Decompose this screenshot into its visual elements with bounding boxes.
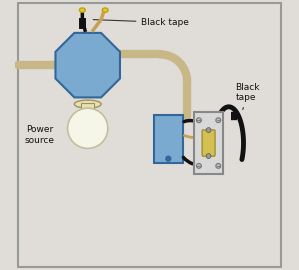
Circle shape [196, 163, 201, 168]
Polygon shape [55, 33, 120, 97]
FancyBboxPatch shape [194, 112, 223, 174]
Circle shape [68, 108, 108, 148]
FancyBboxPatch shape [153, 115, 183, 163]
Circle shape [206, 128, 211, 133]
Text: Black tape: Black tape [93, 18, 189, 27]
Ellipse shape [102, 8, 108, 12]
Ellipse shape [80, 8, 85, 12]
Ellipse shape [74, 100, 101, 108]
FancyBboxPatch shape [81, 103, 94, 111]
Circle shape [206, 154, 211, 158]
Circle shape [216, 118, 221, 123]
FancyBboxPatch shape [202, 130, 215, 156]
FancyBboxPatch shape [18, 4, 281, 266]
Text: Power
source: Power source [25, 125, 54, 145]
Text: Black
tape: Black tape [235, 83, 260, 110]
Circle shape [166, 156, 171, 161]
Circle shape [196, 118, 201, 123]
Circle shape [216, 163, 221, 168]
